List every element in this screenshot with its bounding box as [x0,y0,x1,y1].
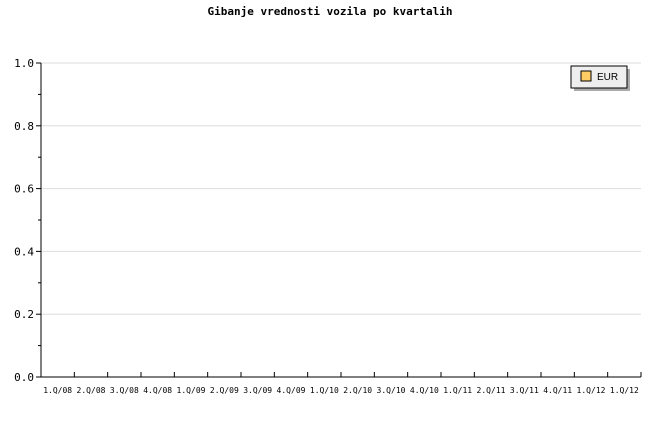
y-tick-label: 1.0 [14,57,34,70]
y-tick-label: 0.6 [14,183,34,196]
y-tick-label: 0.2 [14,308,34,321]
x-tick-label: 3.Q/09 [243,386,272,395]
x-tick-label: 3.Q/10 [377,386,406,395]
x-tick-label: 1.Q/08 [43,386,72,395]
y-tick-label: 0.0 [14,371,34,384]
x-tick-label: 4.Q/08 [143,386,172,395]
x-tick-label: 2.Q/11 [477,386,506,395]
x-tick-label: 1.Q/10 [310,386,339,395]
chart-title: Gibanje vrednosti vozila po kvartalih [207,5,452,18]
x-tick-label: 4.Q/11 [543,386,572,395]
y-tick-label: 0.4 [14,245,34,258]
legend: EUR [570,65,630,91]
legend-swatch [580,70,592,82]
x-tick-label: 1.Q/11 [443,386,472,395]
x-tick-label: 3.Q/11 [510,386,539,395]
x-tick-label: 2.Q/09 [210,386,239,395]
x-tick-label: 3.Q/08 [110,386,139,395]
x-tick-label: 4.Q/09 [277,386,306,395]
x-tick-label: 2.Q/10 [343,386,372,395]
x-tick-label: 4.Q/10 [410,386,439,395]
x-tick-label: 2.Q/08 [77,386,106,395]
x-tick-label: 1.Q/12 [577,386,606,395]
legend-label: EUR [597,72,618,83]
x-tick-label: 1.Q/09 [177,386,206,395]
x-tick-label: 1.Q/12 [610,386,639,395]
y-tick-label: 0.8 [14,120,34,133]
